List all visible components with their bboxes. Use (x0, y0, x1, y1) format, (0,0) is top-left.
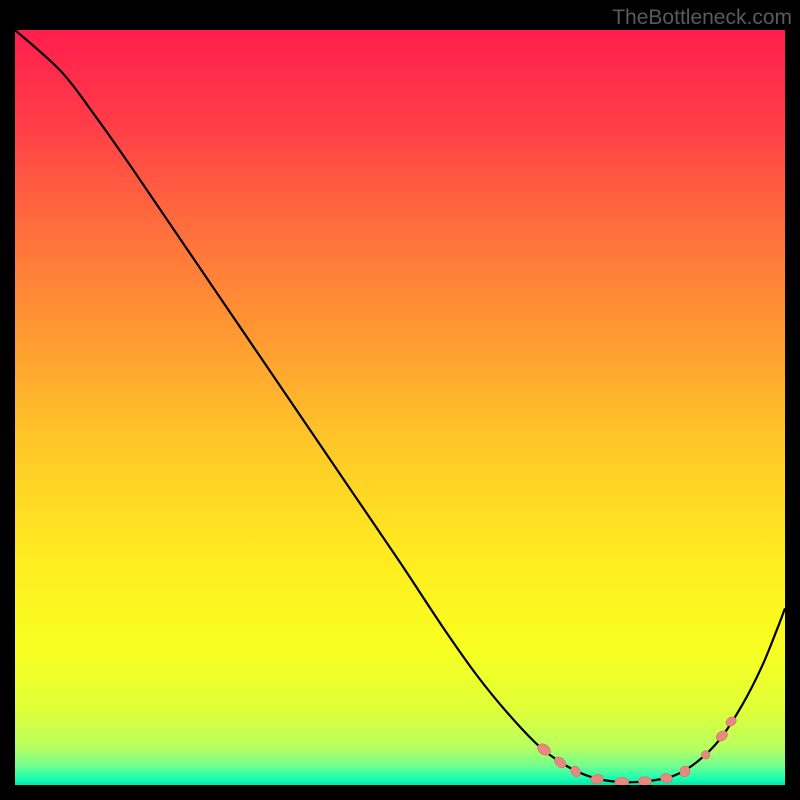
curve-marker (590, 774, 604, 785)
curve-marker (552, 755, 568, 770)
watermark-text: TheBottleneck.com (612, 6, 792, 30)
curve-marker (569, 764, 583, 778)
curve-marker (638, 776, 651, 785)
curve-marker (660, 773, 673, 784)
chart-container: TheBottleneck.com (0, 0, 800, 800)
curve-layer (15, 30, 785, 785)
curve-marker (615, 777, 629, 785)
bottleneck-curve (15, 30, 785, 782)
curve-markers (535, 715, 738, 785)
plot-area (15, 30, 785, 785)
